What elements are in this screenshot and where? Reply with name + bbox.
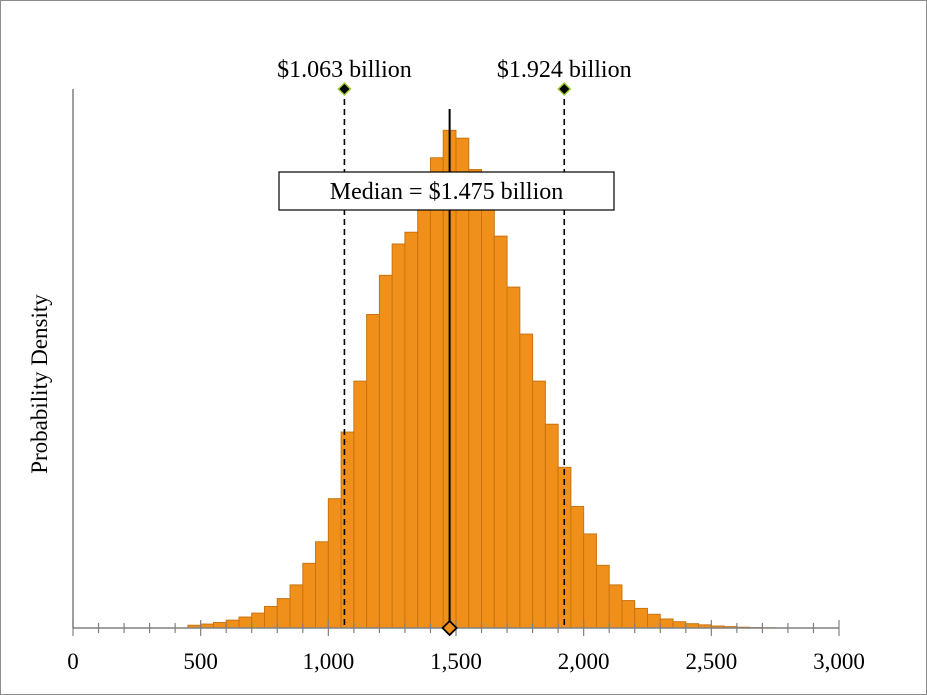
x-tick-label: 500 [183,649,218,674]
median-label-box [278,171,615,211]
median-label: Median = $1.475 billion [330,179,564,205]
median-marker [441,619,458,637]
histogram-bar [429,157,444,629]
histogram-bar [353,380,368,629]
histogram-bar [608,584,623,629]
histogram-bar [264,605,278,629]
histogram-bar [225,619,240,629]
histogram-bar [404,231,419,629]
x-tick-label: 2,500 [685,649,737,674]
histogram-bar [570,506,585,629]
histogram-bar [366,314,380,629]
percentile-marker [557,81,572,97]
histogram-bar [378,274,393,629]
histogram-bar [238,616,253,629]
x-tick-label: 1,000 [302,649,354,674]
histogram-bar [212,622,227,629]
histogram-bar [468,169,483,629]
histogram-bar [251,612,266,629]
x-tick-labels: 0 500 1,000 1,500 2,000 2,500 3,000 [67,649,865,674]
x-tick-label: 3,000 [813,649,865,674]
histogram-bar [519,333,534,629]
percentile-label: $1.063 billion [277,57,412,83]
histogram-bar [481,200,495,629]
histogram-bar [455,137,470,629]
histogram-bar [672,621,687,629]
percentile-marker [337,81,352,97]
x-tick-label: 2,000 [558,649,610,674]
histogram-bar [621,600,636,629]
histogram-bar [289,584,304,629]
histogram-bar [595,564,610,629]
percentile-label: $1.924 billion [497,57,632,83]
x-ticks [72,620,840,636]
x-axis: 0 500 1,000 1,500 2,000 2,500 3,000 [67,89,865,674]
histogram-bar [417,200,431,629]
histogram-bar [634,607,649,629]
histogram-bar [493,235,508,629]
histogram-bar [647,613,661,629]
histogram-bar [327,498,342,629]
histogram-bar [659,618,674,629]
histogram-bar [302,562,317,629]
histogram-bar [506,286,521,629]
y-axis-title: Probability Density [27,294,52,474]
histogram-bar [532,380,546,629]
marker-labels: $1.063 billion $1.924 billion Median = $1.… [277,57,632,211]
histogram-bar [315,541,329,629]
histogram-bar [276,598,291,629]
histogram-bar [340,431,355,629]
histogram-bar [391,243,406,629]
x-tick-label: 1,500 [430,649,482,674]
histogram-bar [544,423,559,629]
x-tick-label: 0 [67,649,79,674]
histogram-bar [583,533,597,629]
